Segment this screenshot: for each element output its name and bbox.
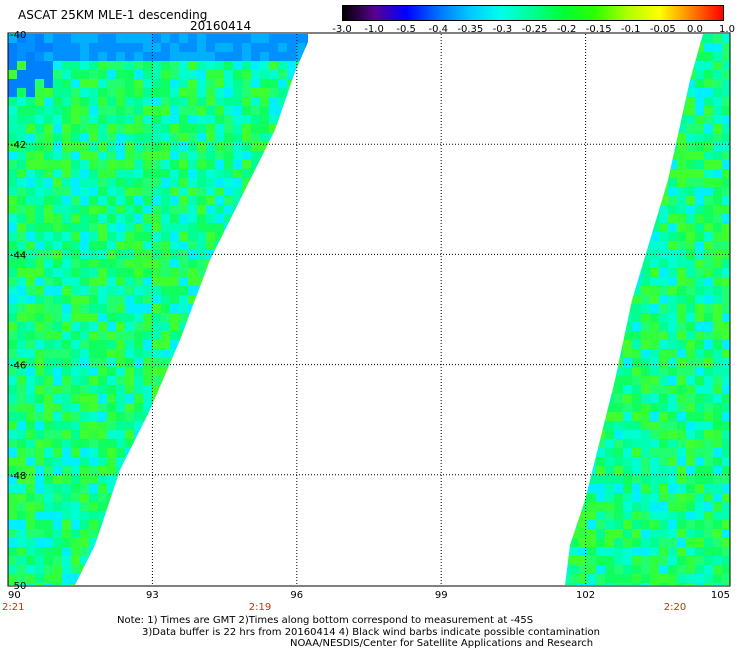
latitude-label: -40	[10, 30, 26, 41]
colorbar-tick-label: -3.0	[332, 24, 352, 35]
colorbar-tick-label: 0.0	[686, 24, 703, 35]
colorbar-tick-label: -0.3	[492, 24, 513, 35]
colorbar-tick-label: 1.0	[719, 24, 735, 35]
colorbar-tick-label: -0.25	[521, 24, 548, 35]
latitude-label: -44	[10, 250, 26, 261]
colorbar-tick-label: -0.15	[585, 24, 612, 35]
latitude-label: -42	[10, 140, 26, 151]
time-label: 2:19	[249, 602, 271, 613]
longitude-label: 99	[435, 590, 448, 601]
colorbar-tick-label: -1.0	[364, 24, 384, 35]
left-swath	[8, 34, 308, 585]
colorbar-tick-label: -0.05	[649, 24, 676, 35]
longitude-label: 93	[146, 590, 159, 601]
colorbar-tick-label: -0.5	[396, 24, 416, 35]
map-date: 20160414	[190, 19, 252, 33]
colorbar-tick-label: -0.2	[556, 24, 577, 35]
footer-note-1: Note: 1) Times are GMT 2)Times along bot…	[117, 615, 534, 626]
latitude-label: -50	[10, 581, 26, 592]
time-label: 2:21	[2, 602, 24, 613]
map-title: ASCAT 25KM MLE-1 descending	[18, 8, 208, 22]
longitude-label: 90	[8, 590, 21, 601]
colorbar-tick-label: -0.4	[428, 24, 449, 35]
footer-credit: NOAA/NESDIS/Center for Satellite Applica…	[290, 638, 594, 649]
colorbar-labels: -3.0 -1.0 -0.5 -0.4 -0.35 -0.3 -0.25 -0.2 -0.15-…	[330, 24, 735, 38]
time-label: 2:20	[664, 602, 686, 613]
footer-note-2: 3)Data buffer is 22 hrs from 20160414 4)…	[142, 627, 600, 638]
longitude-label: 96	[290, 590, 303, 601]
map-frame	[7, 32, 731, 587]
latitude-label: -48	[10, 471, 26, 482]
colorbar-tick-label: -0.1	[620, 24, 641, 35]
colorbar-tick-label: -0.35	[457, 24, 484, 35]
colorbar	[342, 5, 724, 21]
map-grid	[8, 34, 730, 585]
latitude-label: -46	[10, 361, 26, 372]
longitude-label: 105	[711, 590, 730, 601]
longitude-label: 102	[576, 590, 595, 601]
